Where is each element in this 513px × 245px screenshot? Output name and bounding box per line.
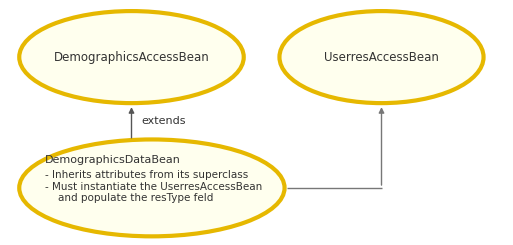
Text: extends: extends bbox=[142, 116, 186, 126]
Text: UserresAccessBean: UserresAccessBean bbox=[324, 51, 439, 64]
Ellipse shape bbox=[19, 139, 285, 236]
Ellipse shape bbox=[280, 11, 484, 103]
Text: and populate the resType feld: and populate the resType feld bbox=[57, 193, 213, 203]
Text: DemographicsAccessBean: DemographicsAccessBean bbox=[54, 51, 209, 64]
Text: - Must instantiate the UserresAccessBean: - Must instantiate the UserresAccessBean bbox=[45, 182, 262, 192]
Ellipse shape bbox=[19, 11, 244, 103]
Text: - Inherits attributes from its superclass: - Inherits attributes from its superclas… bbox=[45, 170, 248, 180]
Text: DemographicsDataBean: DemographicsDataBean bbox=[45, 155, 181, 165]
